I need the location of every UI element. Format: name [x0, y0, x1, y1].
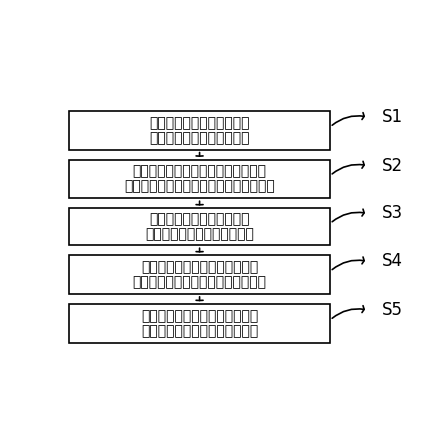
Text: 电池系统振荡过程变量筛选振荡分析子集: 电池系统振荡过程变量筛选振荡分析子集 — [124, 180, 275, 194]
Text: 燃料电池系统振荡过程变量: 燃料电池系统振荡过程变量 — [149, 131, 250, 145]
Bar — [69, 304, 330, 343]
Text: S5: S5 — [381, 301, 403, 319]
Text: S2: S2 — [381, 157, 403, 175]
Text: S3: S3 — [381, 204, 403, 222]
Text: 根据预设数量的所述固体氧化物燃料: 根据预设数量的所述固体氧化物燃料 — [132, 165, 267, 179]
Text: 获取预设数量的固体氧化物: 获取预设数量的固体氧化物 — [149, 116, 250, 130]
Text: 根据所述因果关系确定所述固体: 根据所述因果关系确定所述固体 — [141, 309, 258, 323]
Bar — [69, 208, 330, 245]
Text: 根据所述最优参数确定所述振荡: 根据所述最优参数确定所述振荡 — [141, 260, 258, 274]
Bar — [69, 255, 330, 294]
Text: 氧化物燃料电池系统的振荡根因: 氧化物燃料电池系统的振荡根因 — [141, 324, 258, 338]
Text: S1: S1 — [381, 108, 403, 126]
Bar — [69, 111, 330, 150]
Text: S4: S4 — [381, 252, 403, 270]
Bar — [69, 160, 330, 198]
Text: 根据所述振荡分析子集获取: 根据所述振荡分析子集获取 — [149, 212, 250, 227]
Text: 分析子集中各过程变量间的因果关系: 分析子集中各过程变量间的因果关系 — [132, 275, 267, 289]
Text: 振荡根因检测算法的最优参数: 振荡根因检测算法的最优参数 — [145, 227, 254, 241]
